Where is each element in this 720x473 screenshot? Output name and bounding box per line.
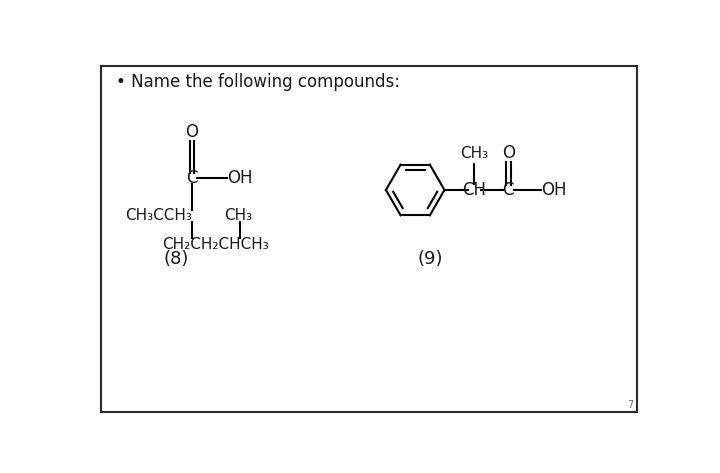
FancyBboxPatch shape xyxy=(101,66,637,412)
Text: O: O xyxy=(502,144,515,162)
Text: OH: OH xyxy=(227,169,253,187)
Text: O: O xyxy=(185,123,199,141)
Text: C: C xyxy=(503,181,514,199)
Text: OH: OH xyxy=(541,181,567,199)
Text: CH₃: CH₃ xyxy=(459,146,487,161)
Text: CH₃CCH₃: CH₃CCH₃ xyxy=(125,208,192,223)
Text: CH₃: CH₃ xyxy=(224,208,253,223)
Text: (9): (9) xyxy=(418,250,444,268)
Text: 7: 7 xyxy=(628,400,634,410)
Text: C: C xyxy=(186,169,198,187)
Text: • Name the following compounds:: • Name the following compounds: xyxy=(117,73,400,91)
Text: (8): (8) xyxy=(164,250,189,268)
Text: CH₂CH₂CHCH₃: CH₂CH₂CHCH₃ xyxy=(163,237,269,252)
Text: CH: CH xyxy=(462,181,486,199)
